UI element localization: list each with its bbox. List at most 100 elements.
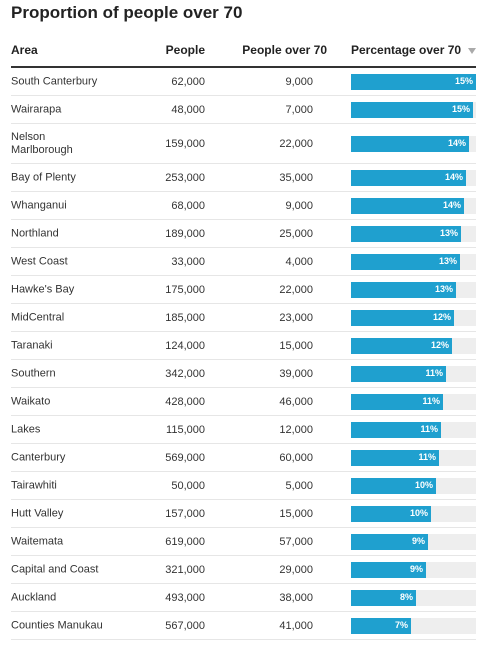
percentage-bar: 8% xyxy=(351,589,416,606)
percentage-bar: 12% xyxy=(351,309,454,326)
bar-track: 13% xyxy=(351,225,476,242)
cell-area: Waitemata xyxy=(11,535,64,547)
bar-track: 13% xyxy=(351,253,476,270)
cell-people-over-70: 60,000 xyxy=(279,451,313,464)
cell-people: 619,000 xyxy=(165,535,205,548)
cell-people: 50,000 xyxy=(171,479,205,492)
table-row: Auckland 493,000 38,000 8% xyxy=(11,584,476,612)
table-row: Wairarapa 48,000 7,000 15% xyxy=(11,96,476,124)
cell-area: MidCentral xyxy=(11,311,65,323)
percentage-label: 11% xyxy=(425,367,443,378)
cell-people: 569,000 xyxy=(165,451,205,464)
cell-area: Counties Manukau xyxy=(11,619,103,631)
cell-people: 68,000 xyxy=(171,199,205,212)
cell-people-over-70: 23,000 xyxy=(279,311,313,324)
table-row: West Coast 33,000 4,000 13% xyxy=(11,248,476,276)
cell-people-over-70: 9,000 xyxy=(285,75,313,88)
table-row: Nelson Marlborough 159,000 22,000 14% xyxy=(11,124,476,164)
cell-area: Bay of Plenty xyxy=(11,171,76,183)
table-row: Lakes 115,000 12,000 11% xyxy=(11,416,476,444)
bar-track: 7% xyxy=(351,617,476,634)
percentage-label: 13% xyxy=(434,283,453,294)
percentage-label: 8% xyxy=(399,591,413,602)
cell-people-over-70: 15,000 xyxy=(279,339,313,352)
percentage-bar: 9% xyxy=(351,533,428,550)
cell-people-over-70: 41,000 xyxy=(279,619,313,632)
percentage-bar: 15% xyxy=(351,101,473,118)
percentage-bar: 13% xyxy=(351,281,456,298)
cell-area: Tairawhiti xyxy=(11,479,57,491)
cell-area: Southern xyxy=(11,367,56,379)
table-header: Area People People over 70 Percentage ov… xyxy=(11,38,477,68)
percentage-label: 11% xyxy=(422,395,440,406)
bar-track: 11% xyxy=(351,365,476,382)
percentage-bar: 11% xyxy=(351,449,439,466)
cell-people-over-70: 22,000 xyxy=(279,283,313,296)
cell-people-over-70: 4,000 xyxy=(285,255,313,268)
cell-area: Hawke's Bay xyxy=(11,283,75,295)
cell-people: 62,000 xyxy=(171,75,205,88)
cell-people: 567,000 xyxy=(165,619,205,632)
cell-area: Capital and Coast xyxy=(11,563,99,575)
cell-people: 48,000 xyxy=(171,103,205,116)
column-header-area[interactable]: Area xyxy=(11,43,38,57)
percentage-label: 11% xyxy=(420,423,438,434)
column-header-people[interactable]: People xyxy=(165,43,205,57)
percentage-label: 15% xyxy=(454,75,473,86)
bar-track: 8% xyxy=(351,589,476,606)
sort-descending-icon[interactable] xyxy=(468,47,477,54)
percentage-label: 12% xyxy=(432,311,451,322)
bar-track: 11% xyxy=(351,421,476,438)
percentage-label: 11% xyxy=(418,451,436,462)
cell-area: Nelson Marlborough xyxy=(11,130,73,156)
table-body: South Canterbury 62,000 9,000 15% Wairarapa 4… xyxy=(11,68,476,640)
percentage-bar: 14% xyxy=(351,169,466,186)
column-header-people-over-70[interactable]: People over 70 xyxy=(242,43,327,57)
percentage-bar: 11% xyxy=(351,421,441,438)
bar-track: 9% xyxy=(351,561,476,578)
cell-people: 157,000 xyxy=(165,507,205,520)
bar-track: 12% xyxy=(351,309,476,326)
percentage-bar: 13% xyxy=(351,225,461,242)
percentage-bar: 14% xyxy=(351,135,469,152)
table-row: South Canterbury 62,000 9,000 15% xyxy=(11,68,476,96)
cell-people-over-70: 22,000 xyxy=(279,137,313,150)
percentage-label: 14% xyxy=(447,137,466,148)
percentage-bar: 10% xyxy=(351,505,431,522)
cell-area: West Coast xyxy=(11,255,68,267)
bar-track: 15% xyxy=(351,101,476,118)
bar-track: 13% xyxy=(351,281,476,298)
cell-people: 33,000 xyxy=(171,255,205,268)
cell-people: 124,000 xyxy=(165,339,205,352)
cell-area: Hutt Valley xyxy=(11,507,64,519)
cell-area: Wairarapa xyxy=(11,103,62,115)
cell-people-over-70: 29,000 xyxy=(279,563,313,576)
cell-people-over-70: 46,000 xyxy=(279,395,313,408)
percentage-label: 10% xyxy=(409,507,428,518)
percentage-bar: 15% xyxy=(351,73,476,90)
cell-people: 321,000 xyxy=(165,563,205,576)
cell-people: 115,000 xyxy=(166,423,205,436)
cell-people: 493,000 xyxy=(165,591,205,604)
cell-people: 189,000 xyxy=(165,227,205,240)
table-row: Northland 189,000 25,000 13% xyxy=(11,220,476,248)
percentage-bar: 14% xyxy=(351,197,464,214)
table-row: Waitemata 619,000 57,000 9% xyxy=(11,528,476,556)
table-row: Waikato 428,000 46,000 11% xyxy=(11,388,476,416)
percentage-label: 9% xyxy=(409,563,423,574)
bar-track: 14% xyxy=(351,169,476,186)
cell-people-over-70: 57,000 xyxy=(279,535,313,548)
cell-people: 185,000 xyxy=(165,311,205,324)
cell-people-over-70: 9,000 xyxy=(285,199,313,212)
cell-people-over-70: 5,000 xyxy=(285,479,313,492)
page-title: Proportion of people over 70 xyxy=(11,3,243,22)
cell-area: Whanganui xyxy=(11,199,67,211)
cell-people-over-70: 38,000 xyxy=(279,591,313,604)
column-header-percentage-over-70[interactable]: Percentage over 70 xyxy=(351,43,477,57)
bar-track: 10% xyxy=(351,505,476,522)
cell-people-over-70: 25,000 xyxy=(279,227,313,240)
table-row: Capital and Coast 321,000 29,000 9% xyxy=(11,556,476,584)
bar-track: 11% xyxy=(351,449,476,466)
cell-area: Canterbury xyxy=(11,451,66,463)
cell-people-over-70: 12,000 xyxy=(279,423,313,436)
